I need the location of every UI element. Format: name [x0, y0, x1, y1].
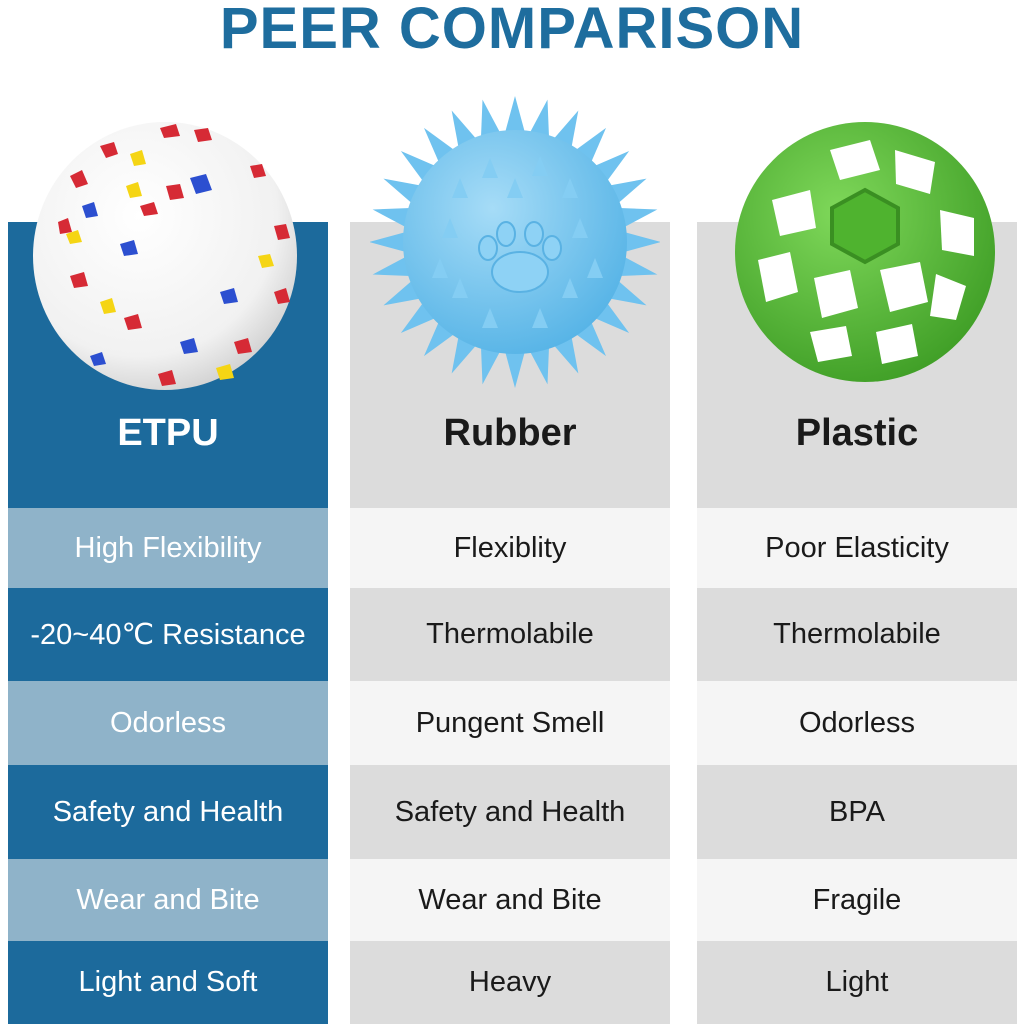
etpu-name: ETPU [117, 412, 219, 454]
ball-holes [758, 140, 974, 364]
nub [562, 278, 578, 298]
etpu-row: Wear and Bite [8, 859, 328, 941]
rubber-row: Heavy [350, 941, 670, 1024]
etpu-row: Safety and Health [8, 765, 328, 859]
spike [609, 178, 647, 204]
ball-spikes [370, 96, 660, 388]
nub [482, 158, 498, 178]
spike [451, 336, 477, 374]
nub [507, 178, 523, 198]
plastic-row: BPA [697, 765, 1017, 859]
plastic-name: Plastic [795, 412, 919, 454]
ball-nubs [432, 156, 603, 328]
etpu-row: Light and Soft [8, 941, 328, 1024]
rubber-row: Pungent Smell [350, 681, 670, 765]
spike [505, 96, 525, 133]
rubber-row: Safety and Health [350, 765, 670, 859]
ball-body [403, 130, 627, 354]
spike [553, 336, 579, 374]
nub [452, 278, 468, 298]
page-title: PEER COMPARISON [219, 0, 805, 61]
spike [372, 256, 411, 277]
rubber-name: Rubber [443, 412, 577, 454]
spike [505, 351, 525, 388]
nub [562, 178, 578, 198]
nub [532, 156, 548, 176]
spike [529, 346, 550, 385]
plastic-row: Poor Elasticity [697, 508, 1017, 588]
spike [383, 280, 421, 306]
spike [480, 346, 501, 385]
rubber-ball-image [370, 96, 660, 388]
spike [619, 256, 658, 277]
plastic-row: Odorless [697, 681, 1017, 765]
nub [587, 258, 603, 278]
spike [451, 110, 477, 148]
nub [532, 308, 548, 328]
spike [529, 99, 550, 138]
spike [372, 207, 411, 228]
plastic-row: Light [697, 941, 1017, 1024]
nub [442, 218, 458, 238]
paw-icon [478, 221, 562, 293]
rubber-column: Rubber Flexiblity Thermolabile Pungent S… [350, 222, 670, 1024]
spike [553, 110, 579, 148]
ball-spots [58, 124, 290, 386]
spike [370, 232, 406, 252]
etpu-ball-image [33, 122, 297, 390]
spike [609, 280, 647, 306]
ball-body [33, 122, 297, 390]
plastic-row: Thermolabile [697, 588, 1017, 681]
spike [624, 232, 660, 252]
rubber-row: Flexiblity [350, 508, 670, 588]
rubber-row: Wear and Bite [350, 859, 670, 941]
etpu-row: High Flexibility [8, 508, 328, 588]
rubber-row: Thermolabile [350, 588, 670, 681]
etpu-row: Odorless [8, 681, 328, 765]
plastic-ball-image [735, 122, 995, 382]
etpu-row: -20~40℃ Resistance [8, 588, 328, 681]
spike [480, 99, 501, 138]
hexagon-icon [830, 187, 900, 265]
nub [432, 258, 448, 278]
nub [452, 178, 468, 198]
nub [572, 218, 588, 238]
plastic-row: Fragile [697, 859, 1017, 941]
nub [482, 308, 498, 328]
spike [619, 207, 658, 228]
spike [383, 178, 421, 204]
